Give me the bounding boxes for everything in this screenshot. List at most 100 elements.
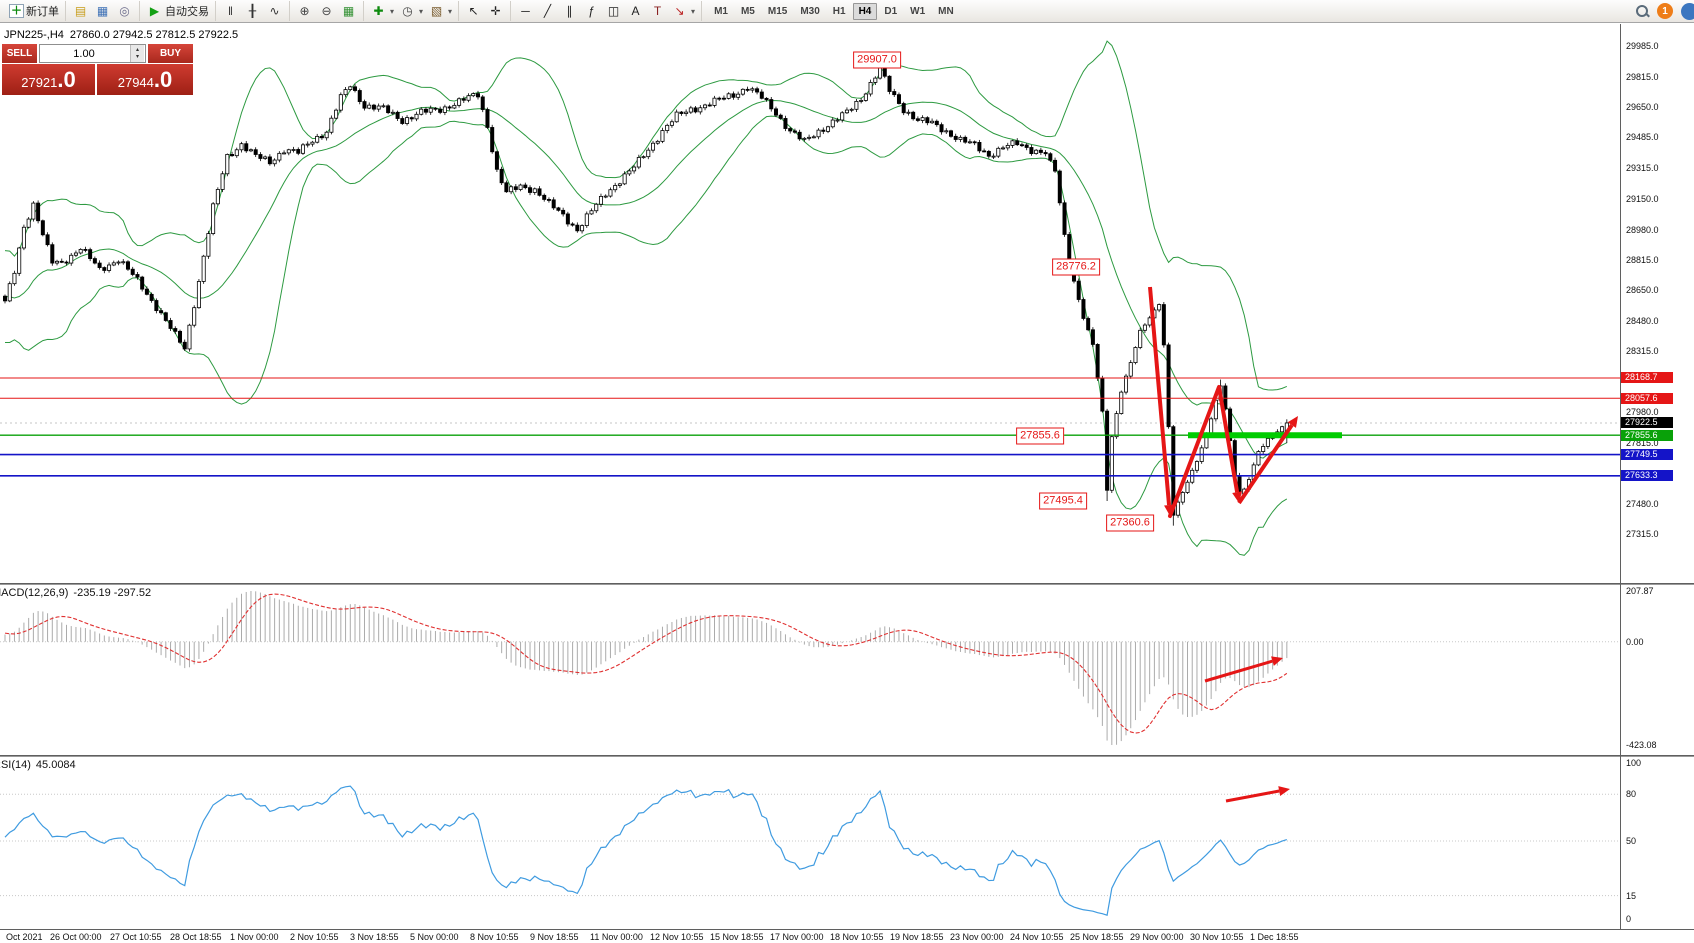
sell-price[interactable]: 27921.0 <box>2 64 95 95</box>
navigator-button[interactable]: ◎ <box>114 2 135 20</box>
rsi-scale-label: 80 <box>1626 789 1637 800</box>
price-scale-tick: 27980.0 <box>1626 407 1659 418</box>
time-axis-label: 29 Nov 00:00 <box>1130 932 1184 942</box>
time-axis-label: 28 Oct 18:55 <box>170 932 222 942</box>
cursor-button[interactable]: ↖ <box>463 2 484 20</box>
macd-name: MACD(12,26,9) <box>0 587 69 599</box>
rsi-label: RSI(14) 45.0084 <box>0 759 81 771</box>
timeframe-d1[interactable]: D1 <box>884 5 898 17</box>
toolbar-group: ⊕ ⊖ ▦ <box>290 1 364 21</box>
shapes-icon: ◫ <box>607 4 620 18</box>
fibonacci-button[interactable]: ƒ <box>581 2 602 20</box>
sell-button[interactable]: SELL <box>2 44 37 63</box>
toolbar-button-label: 自动交易 <box>165 6 209 18</box>
tile-windows-icon: ▦ <box>342 4 355 18</box>
macd-canvas[interactable] <box>0 585 1620 755</box>
notifications-icon[interactable]: 1 <box>1657 3 1673 19</box>
data-window-icon: ▦ <box>96 4 109 18</box>
trendline-button[interactable]: ╱ <box>537 2 558 20</box>
spinner-down-icon[interactable]: ▾ <box>135 53 139 60</box>
price-annotation[interactable]: 28776.2 <box>1052 258 1100 276</box>
price-scale-tick: 29650.0 <box>1626 102 1659 113</box>
price-line-badge: 28168.7 <box>1621 372 1673 384</box>
bar-chart-button[interactable]: ‖ <box>220 2 241 20</box>
zoom-in-icon: ⊕ <box>299 4 310 18</box>
shapes-button[interactable]: ◫ <box>603 2 624 20</box>
macd-panel[interactable] <box>0 585 1620 755</box>
dropdown-caret-icon: ▾ <box>419 6 424 16</box>
time-axis-label: 2 Nov 10:55 <box>290 932 339 942</box>
timeframe-m1[interactable]: M1 <box>714 5 728 17</box>
toolbar-group: ‖ ╂ ∿ <box>216 1 290 21</box>
new-order-button[interactable]: ＋新订单 <box>7 2 61 20</box>
current-price-badge: 27922.5 <box>1621 417 1673 429</box>
market-watch-button[interactable]: ▤ <box>70 2 91 20</box>
toolbar-button-label: 新订单 <box>26 6 59 18</box>
timeframe-w1[interactable]: W1 <box>910 5 926 17</box>
toolbar-right: 1 <box>1635 2 1694 20</box>
buy-button[interactable]: BUY <box>148 44 193 63</box>
line-chart-button[interactable]: ∿ <box>264 2 285 20</box>
time-axis-label: 11 Nov 00:00 <box>590 932 643 942</box>
time-axis-label: 24 Nov 10:55 <box>1010 932 1064 942</box>
panel-separator[interactable] <box>0 583 1694 585</box>
periods-button[interactable]: ◷ ▾ <box>397 2 425 20</box>
axis-separator <box>0 929 1694 930</box>
buy-price[interactable]: 27944.0 <box>97 64 193 95</box>
periods-icon: ◷ <box>402 4 413 18</box>
price-scale-tick: 28815.0 <box>1626 254 1659 265</box>
trendline-icon: ╱ <box>543 4 552 18</box>
price-chart[interactable] <box>0 24 1620 583</box>
arrows-button[interactable]: ↘ ▾ <box>669 2 697 20</box>
chart-title: JPN225-,H4 27860.0 27942.5 27812.5 27922.… <box>4 29 244 41</box>
timeframe-m30[interactable]: M30 <box>800 5 820 17</box>
toolbar-group: ＋新订单 <box>3 1 66 21</box>
price-scale-tick: 27480.0 <box>1626 498 1659 509</box>
price-line-badge: 28057.6 <box>1621 392 1673 404</box>
rsi-scale-label: 100 <box>1626 758 1642 768</box>
line-chart-icon: ∿ <box>269 4 280 18</box>
templates-button[interactable]: ▧ ▾ <box>426 2 454 20</box>
price-annotation[interactable]: 27495.4 <box>1039 492 1087 510</box>
indicators-button[interactable]: ✚ ▾ <box>368 2 396 20</box>
price-scale-tick: 28315.0 <box>1626 346 1659 357</box>
price-annotation[interactable]: 27360.6 <box>1106 514 1154 532</box>
autotrade-button[interactable]: ▶ 自动交易 <box>144 2 211 20</box>
tile-windows-button[interactable]: ▦ <box>338 2 359 20</box>
toolbar-group: ↖ ✛ <box>459 1 512 21</box>
spinner-up-icon[interactable]: ▴ <box>135 46 139 53</box>
time-axis-label: 9 Nov 18:55 <box>530 932 579 942</box>
toolbar-group: ▤ ▦ ◎ <box>66 1 140 21</box>
time-axis-label: 27 Oct 10:55 <box>110 932 162 942</box>
rsi-scale-label: 50 <box>1626 836 1637 846</box>
data-window-button[interactable]: ▦ <box>92 2 113 20</box>
timeframe-h4[interactable]: H4 <box>852 2 878 20</box>
volume-input[interactable] <box>40 46 128 61</box>
candlestick-button[interactable]: ╂ <box>242 2 263 20</box>
rsi-panel[interactable] <box>0 757 1620 929</box>
price-annotation[interactable]: 29907.0 <box>853 51 901 69</box>
account-icon[interactable] <box>1681 2 1694 20</box>
volume-spinner[interactable]: ▴ ▾ <box>130 45 144 62</box>
rsi-canvas[interactable] <box>0 757 1620 929</box>
dropdown-caret-icon: ▾ <box>691 6 696 16</box>
volume-field: ▴▾ <box>39 44 146 63</box>
timeframe-m15[interactable]: M15 <box>767 5 788 17</box>
zoom-in-button[interactable]: ⊕ <box>294 2 315 20</box>
price-annotation[interactable]: 27855.6 <box>1016 427 1064 445</box>
price-line-badge: 27749.5 <box>1621 449 1673 461</box>
text-button[interactable]: A <box>625 2 646 20</box>
price-chart-canvas[interactable] <box>0 24 1620 583</box>
time-axis-label: 3 Nov 18:55 <box>350 932 399 942</box>
timeframe-m5[interactable]: M5 <box>740 5 755 17</box>
timeframe-mn[interactable]: MN <box>938 5 954 17</box>
horizontal-line-button[interactable]: ─ <box>515 2 536 20</box>
search-icon[interactable] <box>1635 4 1649 18</box>
bar-chart-icon: ‖ <box>228 4 233 18</box>
channel-button[interactable]: ∥ <box>559 2 580 20</box>
crosshair-button[interactable]: ✛ <box>485 2 506 20</box>
label-button[interactable]: T <box>647 2 668 20</box>
panel-separator[interactable] <box>0 755 1694 757</box>
zoom-out-button[interactable]: ⊖ <box>316 2 337 20</box>
timeframe-h1[interactable]: H1 <box>832 5 846 17</box>
